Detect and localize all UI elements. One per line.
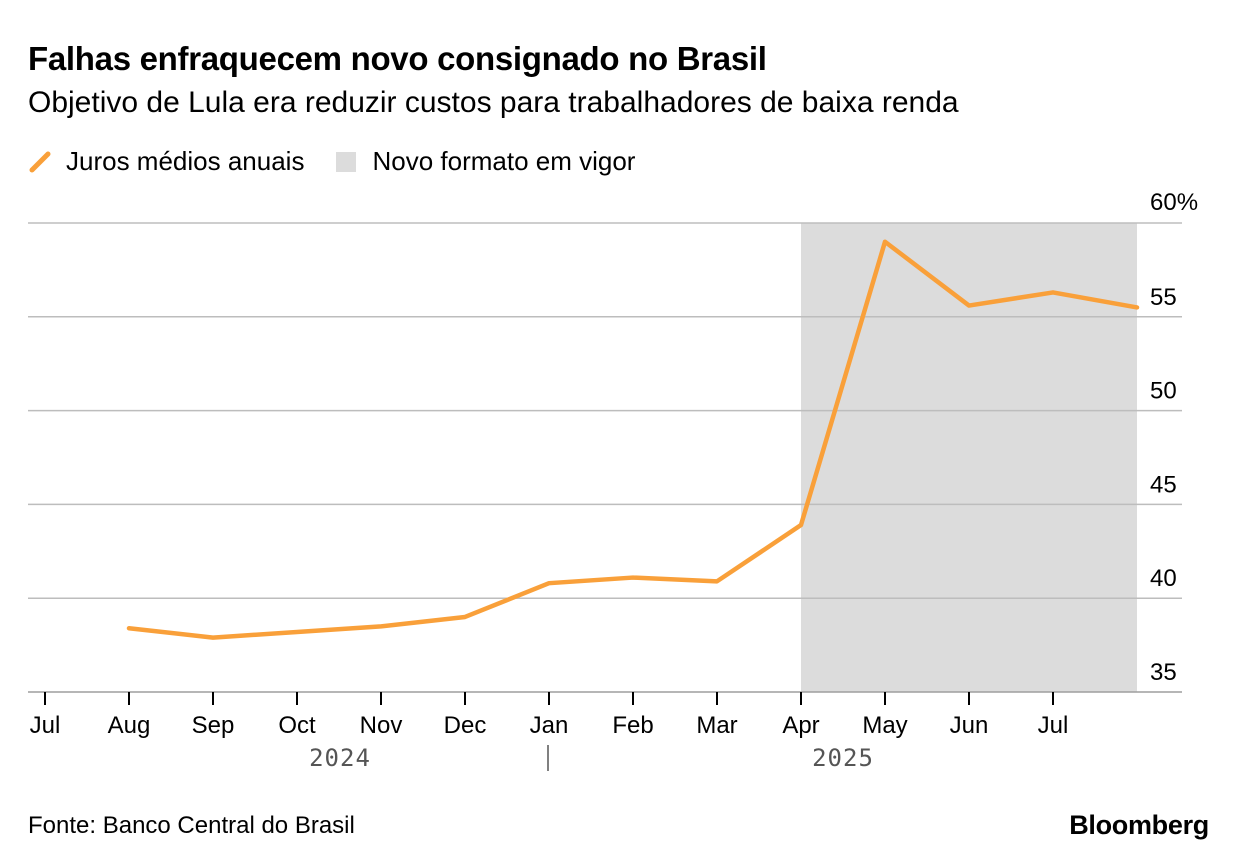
x-tick-label: Apr bbox=[782, 712, 819, 739]
x-tick-label: Sep bbox=[192, 712, 235, 739]
shaded-range bbox=[801, 223, 1137, 692]
x-tick-label: Oct bbox=[278, 712, 316, 739]
y-tick-label: 60% bbox=[1150, 189, 1198, 216]
legend-item-shade: Novo formato em vigor bbox=[336, 146, 635, 177]
chart-subtitle: Objetivo de Lula era reduzir custos para… bbox=[28, 86, 959, 119]
legend-shade-label: Novo formato em vigor bbox=[372, 146, 636, 176]
x-tick-label: Feb bbox=[612, 712, 653, 739]
x-tick-label: Jul bbox=[1038, 712, 1069, 739]
year-label: 2025 bbox=[812, 744, 874, 772]
chart-title: Falhas enfraquecem novo consignado no Br… bbox=[28, 40, 767, 77]
legend-item-line: Juros médios anuais bbox=[28, 146, 304, 177]
y-tick-label: 45 bbox=[1150, 471, 1177, 498]
x-tick-label: Jul bbox=[30, 712, 61, 739]
x-tick-label: May bbox=[862, 712, 907, 739]
x-tick-label: Aug bbox=[108, 712, 151, 739]
y-tick-label: 35 bbox=[1150, 659, 1177, 686]
x-tick-label: Jan bbox=[530, 712, 569, 739]
x-tick-label: Jun bbox=[950, 712, 989, 739]
x-tick-label: Dec bbox=[444, 712, 487, 739]
x-tick-label: Nov bbox=[360, 712, 403, 739]
legend: Juros médios anuais Novo formato em vigo… bbox=[28, 146, 667, 177]
legend-line-icon bbox=[29, 151, 51, 172]
source-note: Fonte: Banco Central do Brasil bbox=[28, 812, 355, 839]
y-tick-label: 55 bbox=[1150, 284, 1177, 311]
y-tick-label: 40 bbox=[1150, 565, 1177, 592]
legend-shade-icon bbox=[336, 151, 357, 172]
legend-line-label: Juros médios anuais bbox=[66, 146, 305, 176]
year-label: 2024 bbox=[309, 744, 371, 772]
y-tick-label: 50 bbox=[1150, 378, 1177, 405]
brand-logo: Bloomberg bbox=[1069, 810, 1209, 840]
x-tick-label: Mar bbox=[696, 712, 737, 739]
